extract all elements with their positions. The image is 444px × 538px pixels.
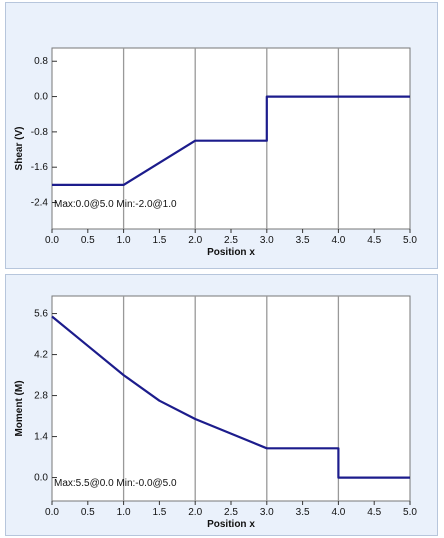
moment-x-axis-title: Position x bbox=[207, 519, 255, 530]
moment-chart: 0.0 0.5 1.0 1.5 2.0 2.5 3.0 3.5 4.0 4.5 5.0 5.6 4.2 2… bbox=[14, 295, 417, 530]
moment-x-tick-label: 3.5 bbox=[296, 507, 310, 518]
moment-y-tick-label: 2.8 bbox=[34, 391, 48, 402]
shear-y-axis-title: Shear (V) bbox=[14, 127, 25, 171]
moment-x-tick-label: 2.0 bbox=[188, 507, 202, 518]
moment-x-tick-label: 1.0 bbox=[117, 507, 131, 518]
moment-x-tick-label: 3.0 bbox=[260, 507, 274, 518]
moment-x-tick-label: 0.5 bbox=[81, 507, 95, 518]
shear-x-tick-label: 4.5 bbox=[367, 235, 381, 246]
shear-x-tick-label: 5.0 bbox=[403, 235, 417, 246]
shear-chart: 0.0 0.5 1.0 1.5 2.0 2.5 3.0 3.5 4.0 4.5 5.0 0.8 0.0 -… bbox=[14, 47, 417, 258]
moment-x-tick-label: 1.5 bbox=[152, 507, 166, 518]
shear-x-axis-title: Position x bbox=[207, 247, 255, 258]
shear-y-tick-label: 0.0 bbox=[34, 92, 48, 103]
moment-y-tick-label: 0.0 bbox=[34, 473, 48, 484]
shear-plot-area bbox=[51, 47, 411, 230]
shear-x-tick-label: 2.5 bbox=[224, 235, 238, 246]
moment-y-tick-label: 5.6 bbox=[34, 309, 48, 320]
moment-max-min-annotation: Max:5.5@0.0 Min:-0.0@5.0 bbox=[54, 478, 177, 489]
moment-x-tick-label: 4.0 bbox=[331, 507, 345, 518]
moment-plot-area bbox=[51, 295, 411, 502]
shear-y-tick-label: 0.8 bbox=[34, 56, 48, 67]
shear-x-tick-label: 1.0 bbox=[117, 235, 131, 246]
shear-x-tick-label: 0.0 bbox=[45, 235, 59, 246]
shear-panel: 0.0 0.5 1.0 1.5 2.0 2.5 3.0 3.5 4.0 4.5 5.0 0.8 0.0 -… bbox=[5, 2, 438, 269]
shear-x-tick-label: 3.5 bbox=[296, 235, 310, 246]
shear-x-tick-label: 4.0 bbox=[331, 235, 345, 246]
shear-y-tick-label: -2.4 bbox=[31, 198, 49, 209]
moment-x-tick-label: 2.5 bbox=[224, 507, 238, 518]
moment-series-line bbox=[51, 315, 410, 479]
moment-panel: 0.0 0.5 1.0 1.5 2.0 2.5 3.0 3.5 4.0 4.5 5.0 5.6 4.2 2… bbox=[5, 274, 438, 536]
shear-y-tick-label: -0.8 bbox=[31, 127, 49, 138]
moment-y-tick-label: 4.2 bbox=[34, 350, 48, 361]
moment-y-axis-title: Moment (M) bbox=[14, 380, 25, 436]
moment-x-tick-label: 0.0 bbox=[45, 507, 59, 518]
shear-x-tick-label: 0.5 bbox=[81, 235, 95, 246]
shear-x-tick-label: 2.0 bbox=[188, 235, 202, 246]
moment-x-tick-label: 4.5 bbox=[367, 507, 381, 518]
shear-max-min-annotation: Max:0.0@5.0 Min:-2.0@1.0 bbox=[54, 199, 177, 210]
moment-y-tick-label: 1.4 bbox=[34, 432, 48, 443]
moment-x-tick-label: 5.0 bbox=[403, 507, 417, 518]
shear-x-tick-label: 1.5 bbox=[152, 235, 166, 246]
shear-series-line bbox=[52, 95, 410, 186]
shear-y-tick-label: -1.6 bbox=[31, 162, 49, 173]
shear-x-tick-label: 3.0 bbox=[260, 235, 274, 246]
